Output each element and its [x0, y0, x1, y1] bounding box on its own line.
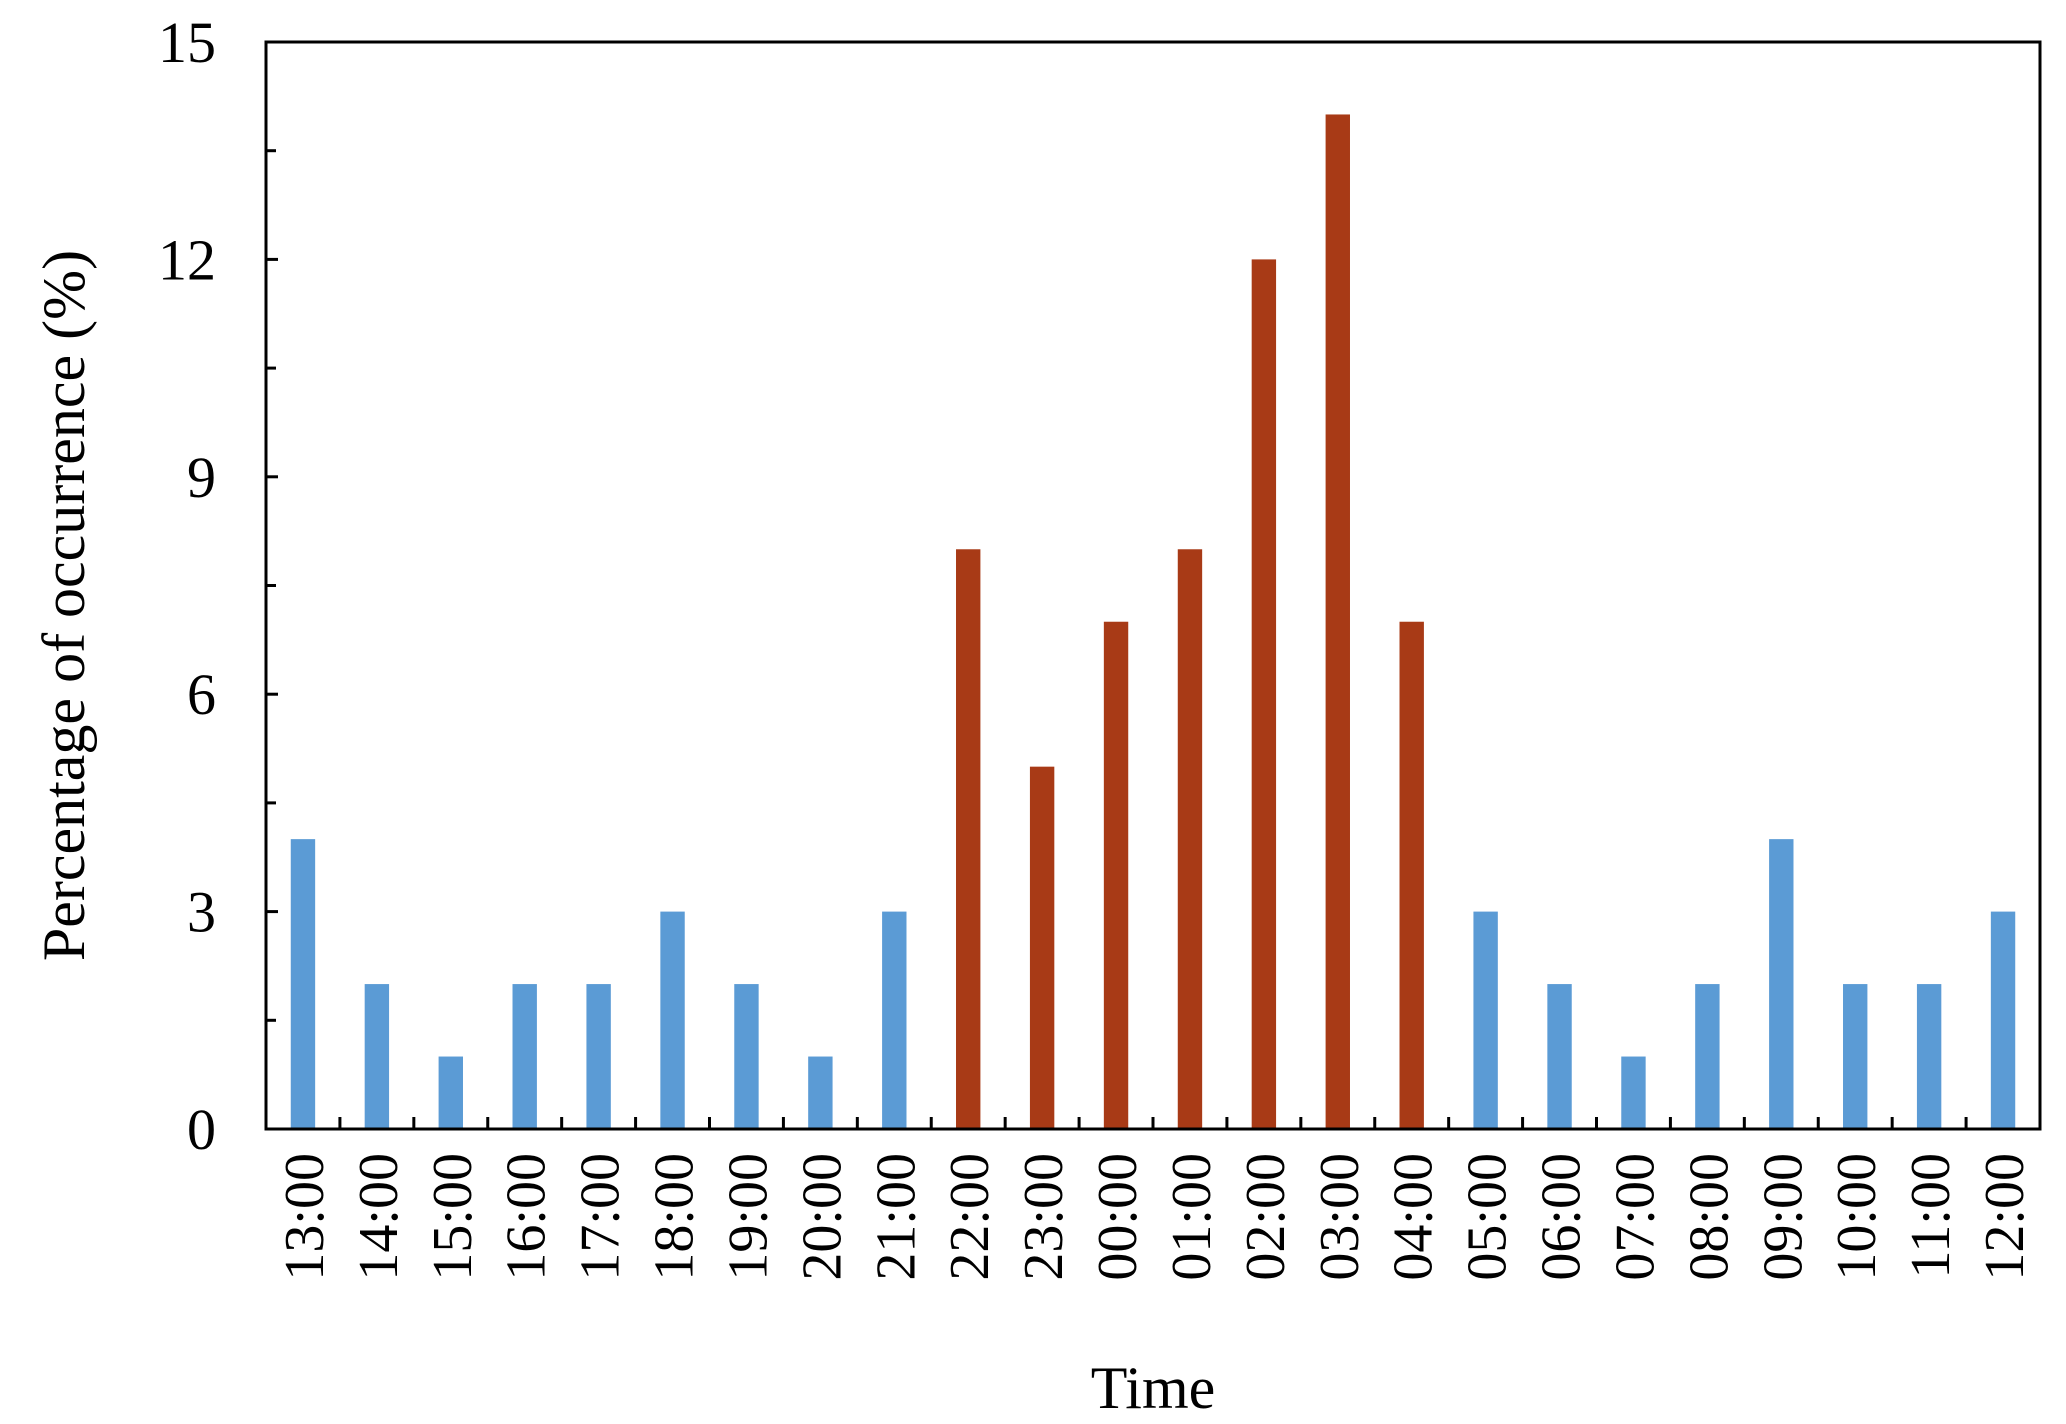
y-axis-title: Percentage of occurrence (%)	[31, 250, 97, 961]
bars-group	[290, 114, 2016, 1129]
bar-11:00	[1916, 984, 1942, 1129]
bar-07:00	[1621, 1056, 1646, 1129]
y-tick-labels: 0 3 6 9 12 15	[158, 10, 216, 1162]
x-tick-label: 00:00	[1087, 1153, 1149, 1281]
x-tick-label: 18:00	[644, 1153, 706, 1281]
x-tick-label: 06:00	[1531, 1153, 1593, 1281]
bar-16:00	[512, 984, 537, 1129]
bar-20:00	[808, 1056, 833, 1129]
x-tick-label: 13:00	[274, 1153, 336, 1281]
y-tick-label: 9	[187, 445, 216, 510]
x-tick-label: 21:00	[865, 1153, 927, 1281]
bar-17:00	[586, 984, 611, 1129]
y-tick-label: 12	[158, 227, 216, 292]
bar-22:00	[956, 549, 981, 1129]
bar-09:00	[1769, 839, 1794, 1129]
bar-00:00	[1103, 621, 1129, 1129]
x-tick-label: 05:00	[1457, 1153, 1519, 1281]
bar-15:00	[438, 1056, 463, 1129]
x-tick-label: 23:00	[1013, 1153, 1075, 1281]
x-tick-label: 14:00	[348, 1153, 410, 1281]
y-tick-label: 15	[158, 10, 216, 75]
y-tick-label: 3	[187, 880, 216, 945]
bar-13:00	[290, 839, 316, 1129]
x-tick-labels: 13:00 14:00 15:00 16:00 17:00 18:00 19:00 20:00…	[274, 1153, 2036, 1281]
x-tick-label: 17:00	[570, 1153, 632, 1281]
bar-21:00	[882, 911, 907, 1129]
bar-19:00	[734, 984, 759, 1129]
bar-12:00	[1990, 911, 2016, 1129]
x-tick-label: 12:00	[1974, 1153, 2036, 1281]
x-tick-label: 01:00	[1161, 1153, 1223, 1281]
y-tick-label: 0	[187, 1097, 216, 1162]
bar-14:00	[364, 984, 390, 1129]
bar-04:00	[1399, 621, 1424, 1129]
x-tick-label: 10:00	[1826, 1153, 1888, 1281]
bar-10:00	[1843, 984, 1868, 1129]
x-tick-label: 11:00	[1900, 1153, 1962, 1278]
plot-frame	[264, 40, 2042, 1131]
bar-05:00	[1473, 911, 1498, 1129]
x-tick-label: 07:00	[1604, 1153, 1666, 1281]
bar-06:00	[1547, 984, 1572, 1129]
bar-02:00	[1251, 259, 1277, 1129]
x-tick-label: 09:00	[1752, 1153, 1814, 1281]
y-tick-label: 6	[187, 662, 216, 727]
ticks-group	[266, 40, 1968, 1131]
bar-23:00	[1029, 766, 1055, 1129]
x-axis-title: Time	[1091, 1355, 1216, 1421]
bar-01:00	[1177, 549, 1203, 1129]
x-tick-label: 03:00	[1309, 1153, 1371, 1281]
bar-08:00	[1695, 984, 1720, 1129]
x-tick-label: 15:00	[422, 1153, 484, 1281]
x-tick-label: 02:00	[1235, 1153, 1297, 1281]
x-tick-label: 16:00	[496, 1153, 558, 1281]
x-tick-label: 22:00	[939, 1153, 1001, 1281]
x-tick-label: 04:00	[1383, 1153, 1445, 1281]
x-tick-label: 08:00	[1678, 1153, 1740, 1281]
x-tick-label: 20:00	[791, 1153, 853, 1281]
bar-03:00	[1325, 114, 1350, 1129]
bar-18:00	[660, 911, 685, 1129]
x-tick-label: 19:00	[717, 1153, 779, 1281]
